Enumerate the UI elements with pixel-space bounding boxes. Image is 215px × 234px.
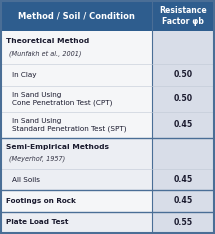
Bar [152, 212, 214, 233]
Bar [1, 212, 152, 233]
Text: 0.45: 0.45 [173, 175, 193, 184]
Text: 0.50: 0.50 [174, 94, 193, 103]
Text: Resistance
Factor φb: Resistance Factor φb [159, 6, 207, 26]
Text: Plate Load Test: Plate Load Test [6, 219, 68, 225]
Text: (Munfakh et al., 2001): (Munfakh et al., 2001) [9, 50, 81, 57]
Text: Semi-Empirical Methods: Semi-Empirical Methods [6, 144, 109, 150]
Bar [1, 138, 152, 190]
Bar [152, 190, 214, 212]
Text: Method / Soil / Condition: Method / Soil / Condition [18, 11, 134, 21]
Text: Theoretical Method: Theoretical Method [6, 38, 89, 44]
Bar [1, 31, 152, 138]
Text: 0.50: 0.50 [174, 70, 193, 80]
Bar [1, 190, 152, 212]
Bar [152, 138, 214, 190]
Text: 0.45: 0.45 [173, 120, 193, 129]
Text: All Soils: All Soils [12, 176, 40, 183]
Text: In Sand Using
Cone Penetration Test (CPT): In Sand Using Cone Penetration Test (CPT… [12, 92, 112, 106]
Text: In Clay: In Clay [12, 72, 37, 78]
Text: In Sand Using
Standard Penetration Test (SPT): In Sand Using Standard Penetration Test … [12, 118, 126, 132]
Bar [152, 31, 214, 138]
Text: Footings on Rock: Footings on Rock [6, 198, 76, 204]
Text: (Meyerhof, 1957): (Meyerhof, 1957) [9, 156, 65, 162]
Text: 0.45: 0.45 [173, 196, 193, 205]
Bar [1, 1, 214, 31]
Text: 0.55: 0.55 [174, 218, 193, 227]
